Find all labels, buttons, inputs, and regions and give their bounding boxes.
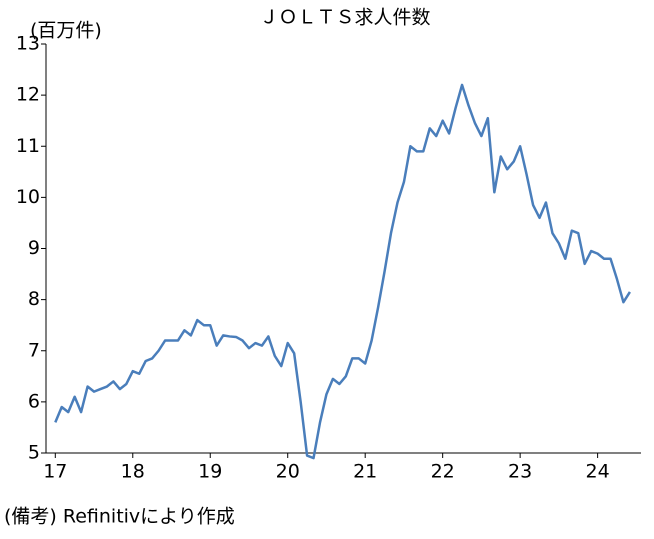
y-tick-label: 7 xyxy=(28,339,40,361)
x-tick-label: 19 xyxy=(198,461,222,483)
x-tick-label: 24 xyxy=(586,461,610,483)
y-tick-label: 9 xyxy=(28,237,40,259)
y-tick-label: 8 xyxy=(28,288,40,310)
x-tick-label: 17 xyxy=(43,461,67,483)
y-unit-label: (百万件) xyxy=(30,20,102,42)
note: (備考) Refinitivにより作成 xyxy=(4,506,235,528)
x-tick-label: 18 xyxy=(121,461,145,483)
x-tick-label: 21 xyxy=(353,461,377,483)
y-tick-label: 6 xyxy=(28,390,40,412)
line xyxy=(54,83,631,460)
y-tick-label: 12 xyxy=(16,84,40,106)
y-tick-label: 11 xyxy=(16,135,40,157)
x-tick-label: 22 xyxy=(431,461,455,483)
y-tick-label: 13 xyxy=(16,33,40,55)
chart-title: ＪＯＬＴＳ求人件数 xyxy=(259,7,430,29)
x-tick-label: 23 xyxy=(508,461,532,483)
y-tick-label: 10 xyxy=(16,186,40,208)
x-tick-label: 20 xyxy=(276,461,300,483)
y-tick-label: 5 xyxy=(28,442,40,464)
